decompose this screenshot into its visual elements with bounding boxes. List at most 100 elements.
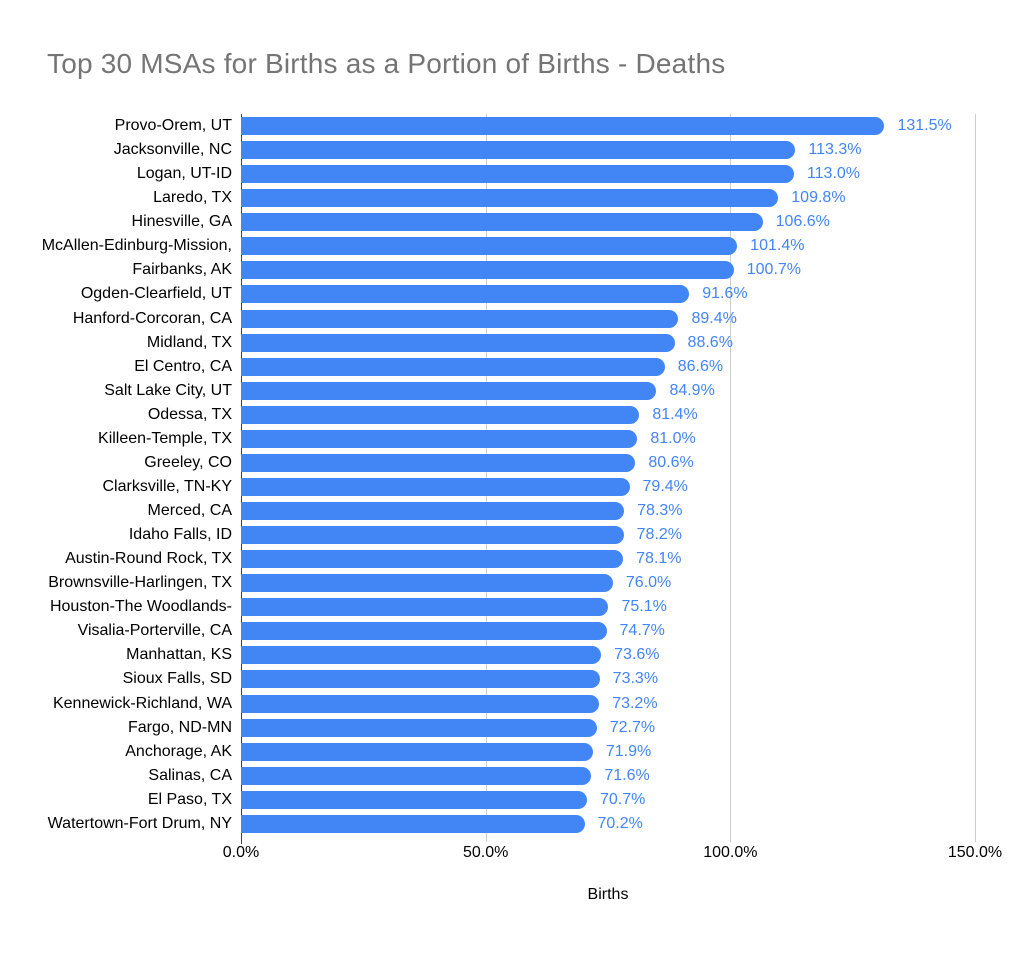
bar-value-label: 73.2% [612,694,658,712]
bar [241,333,675,352]
bar-value-label: 78.2% [636,526,683,544]
gridline [975,114,976,836]
y-category-label: Kennewick-Richland, WA [52,694,232,712]
bar-row: 72.7% [241,716,975,740]
y-axis-labels: Provo-Orem, UT Jacksonville, NC Logan, UT-… [0,114,232,836]
bar-row: 81.4% [241,403,975,427]
chart-title: Top 30 MSAs for Births as a Portion of B… [47,48,726,79]
bar [241,550,624,569]
y-category-label: Fargo, ND-MN [127,718,232,736]
bar [241,670,600,689]
bar-row: 101.4% [241,234,975,258]
bar-value-label: 79.4% [642,477,688,495]
bar [241,718,597,737]
bar-row: 80.6% [241,451,975,475]
bar-value-label: 91.6% [702,285,748,303]
y-category-label: Salinas, CA [148,766,232,784]
bar [241,790,587,809]
bar-row: 81.0% [241,427,975,451]
axis-tick-mark [241,836,242,844]
bar-value-label: 81.4% [652,405,698,423]
bar-row: 109.8% [241,186,975,210]
bar-row: 131.5% [241,114,975,138]
bar-row: 75.1% [241,595,975,619]
y-category-label: Visalia-Porterville, CA [77,622,232,640]
bar [241,261,734,280]
y-category-label: Brownsville-Harlingen, TX [48,574,232,592]
bar-value-label: 74.7% [619,622,665,640]
axis-tick-mark [730,836,732,842]
y-category-label: Odessa, TX [147,405,232,423]
y-category-label: Houston-The Woodlands- [49,598,232,616]
bar-row: 74.7% [241,619,975,643]
bar-row: 88.6% [241,331,975,355]
bar [241,309,679,328]
y-category-label: Killeen-Temple, TX [98,429,232,447]
bar-value-label: 70.2% [597,814,643,832]
gridline [730,114,732,836]
bar-row: 73.2% [241,692,975,716]
bar-row: 76.0% [241,571,975,595]
y-category-label: Laredo, TX [153,189,232,207]
bar [241,285,690,304]
x-tick-label: 150.0% [947,844,1003,861]
y-category-label: El Paso, TX [147,790,232,808]
bar-row: 71.9% [241,740,975,764]
y-category-label: Hanford-Corcoran, CA [72,309,232,327]
gridline [485,114,487,836]
bar-value-label: 109.8% [791,189,846,207]
bar [241,814,585,833]
bar-series: 131.5% 113.3% 113.0% 109.8% 106.6% 101.4% 100.… [241,114,975,836]
axis-tick-mark [485,836,487,842]
bar [241,189,779,208]
y-category-label: Greeley, CO [144,453,232,471]
bar [241,646,602,665]
y-category-label: Jacksonville, NC [113,141,232,159]
y-category-label: El Centro, CA [134,357,232,375]
x-axis-tick-labels: 0.0% 50.0% 100.0% 150.0% [223,844,1002,864]
bar-row: 113.3% [241,138,975,162]
y-category-label: Hinesville, GA [131,213,232,231]
bar-row: 79.4% [241,475,975,499]
x-tick-label: 0.0% [222,844,260,861]
y-category-label: Fairbanks, AK [132,261,232,279]
y-category-label: Clarksville, TN-KY [102,477,233,495]
y-category-label: Watertown-Fort Drum, NY [47,814,232,832]
axis-tick-mark [975,836,976,842]
bar-value-label: 86.6% [677,357,724,375]
bar-value-label: 100.7% [746,261,802,279]
bar-value-label: 76.0% [625,574,672,592]
bar-row: 89.4% [241,307,975,331]
bar-value-label: 89.4% [691,309,737,327]
y-category-label: Salt Lake City, UT [104,381,232,399]
bar-value-label: 106.6% [775,213,830,231]
bar [241,694,600,713]
bar [241,165,794,184]
y-axis-line [241,114,242,836]
y-category-label: Austin-Round Rock, TX [65,550,232,568]
bar-row: 78.3% [241,499,975,523]
bar-value-label: 88.6% [687,333,733,351]
bar-row: 70.2% [241,812,975,836]
bar-value-label: 78.1% [636,550,682,568]
bar [241,742,593,761]
bar [241,477,630,496]
y-category-label: Ogden-Clearfield, UT [80,285,232,303]
bar-row: 100.7% [241,258,975,282]
bar-row: 73.3% [241,667,975,691]
bar-row: 84.9% [241,379,975,403]
bar-value-label: 131.5% [897,117,952,135]
bar-row: 71.6% [241,764,975,788]
bar-row: 113.0% [241,162,975,186]
x-axis-title: Births [587,886,629,903]
bar-row: 106.6% [241,210,975,234]
bar-value-label: 72.7% [609,718,656,736]
bar [241,141,796,160]
y-category-label: Sioux Falls, SD [122,670,232,688]
y-category-label: McAllen-Edinburg-Mission, [41,237,232,255]
bar [241,502,625,521]
x-tick-label: 100.0% [703,844,758,861]
y-category-label: Manhattan, KS [126,646,232,664]
bar [241,381,657,400]
y-category-label: Anchorage, AK [125,742,232,760]
